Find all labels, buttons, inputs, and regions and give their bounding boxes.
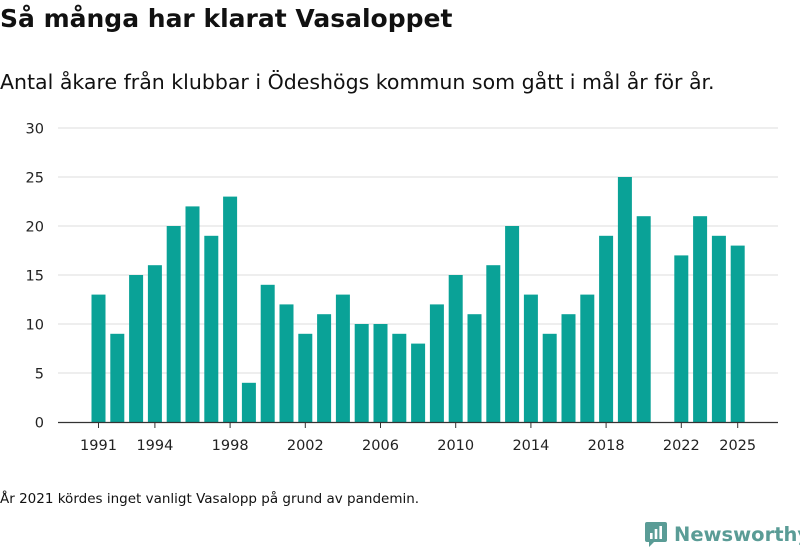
y-tick-label: 10 — [26, 318, 44, 334]
bar-1991 — [91, 294, 106, 422]
x-tick-label: 2014 — [512, 438, 549, 454]
bar-1996 — [185, 206, 200, 422]
chart-subtitle: Antal åkare från klubbar i Ödeshögs komm… — [0, 70, 715, 94]
bar-2004 — [335, 294, 350, 422]
y-tick-label: 25 — [26, 171, 44, 187]
bar-2002 — [298, 333, 313, 422]
bar-1992 — [110, 333, 125, 422]
bar-2018 — [599, 235, 614, 422]
bar-2014 — [523, 294, 538, 422]
x-tick-label: 2002 — [287, 438, 324, 454]
bar-1995 — [166, 226, 181, 422]
y-tick-label: 20 — [26, 220, 44, 236]
bar-1999 — [241, 382, 256, 422]
bar-2025 — [730, 245, 745, 422]
bar-2020 — [636, 216, 651, 422]
bar-2017 — [580, 294, 595, 422]
y-tick-label: 15 — [26, 269, 44, 285]
x-tick-label: 1998 — [212, 438, 249, 454]
x-tick-label: 2018 — [588, 438, 625, 454]
bar-2003 — [317, 314, 332, 422]
newsworthy-brand[interactable]: Newsworthy — [645, 520, 800, 548]
bar-2024 — [711, 235, 726, 422]
newsworthy-logo-icon — [645, 522, 667, 547]
bar-2009 — [429, 304, 444, 422]
bar-2019 — [617, 177, 632, 422]
footnote: År 2021 kördes inget vanligt Vasalopp på… — [0, 491, 420, 507]
bar-2001 — [279, 304, 294, 422]
x-tick-label: 1994 — [136, 438, 173, 454]
bar-1993 — [129, 275, 144, 422]
bar-2006 — [373, 324, 388, 422]
bar-2013 — [505, 226, 520, 422]
y-tick-label: 0 — [35, 416, 44, 432]
y-tick-label: 5 — [35, 367, 44, 383]
x-tick-label: 2025 — [719, 438, 756, 454]
bar-2008 — [411, 343, 426, 422]
bar-2012 — [486, 265, 501, 422]
bar-1994 — [147, 265, 162, 422]
bar-2000 — [260, 284, 275, 422]
brand-name: Newsworthy — [674, 522, 800, 546]
bar-2005 — [354, 324, 369, 422]
bar-2011 — [467, 314, 482, 422]
y-tick-label: 30 — [26, 122, 44, 138]
bar-2016 — [561, 314, 576, 422]
bar-2023 — [693, 216, 708, 422]
bar-2007 — [392, 333, 407, 422]
bar-1998 — [223, 196, 238, 422]
x-tick-label: 2022 — [663, 438, 700, 454]
bar-2010 — [448, 275, 463, 422]
x-tick-label: 1991 — [80, 438, 117, 454]
x-tick-label: 2006 — [362, 438, 399, 454]
bar-2015 — [542, 333, 557, 422]
x-tick-label: 2010 — [437, 438, 474, 454]
bar-1997 — [204, 235, 219, 422]
chart-title: Så många har klarat Vasaloppet — [0, 4, 453, 33]
bar-2022 — [674, 255, 689, 422]
